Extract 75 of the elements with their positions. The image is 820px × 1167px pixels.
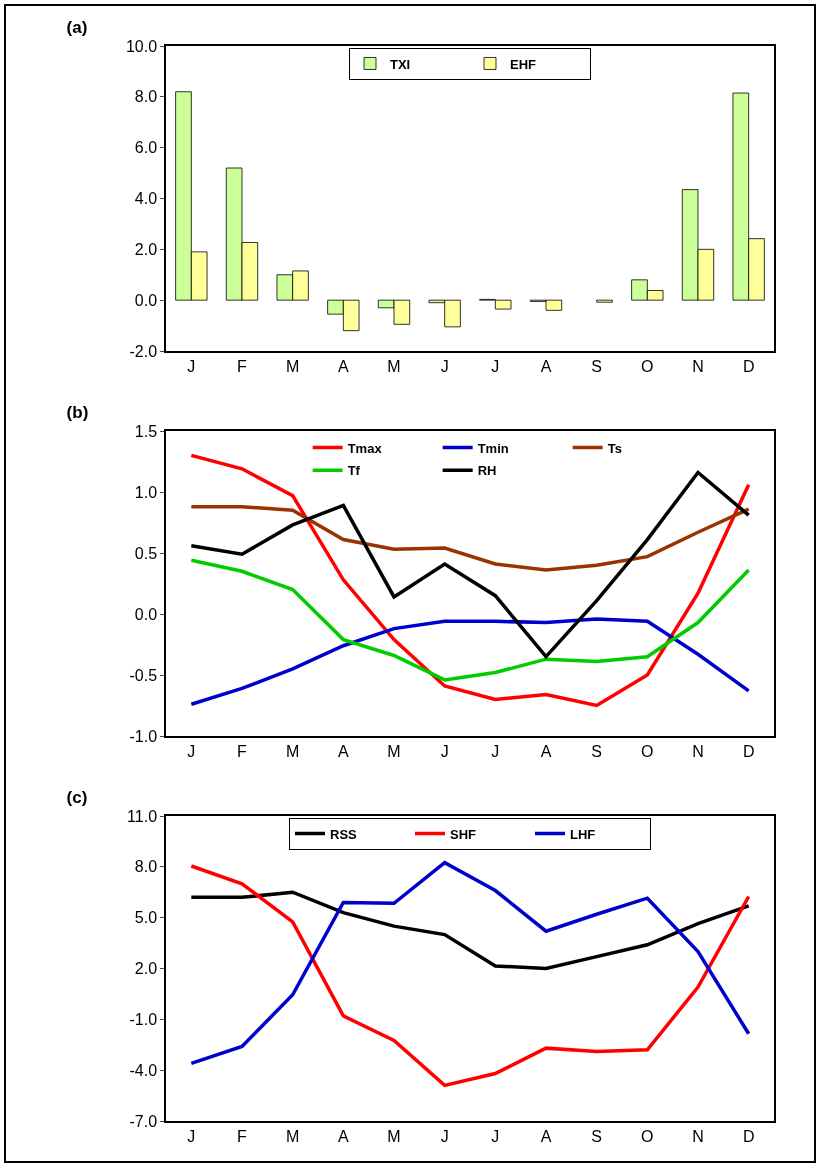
x-tick-label: J — [187, 742, 196, 760]
y-tick-label: 4.0 — [134, 190, 158, 208]
x-tick-label: A — [337, 742, 349, 760]
x-tick-label: J — [491, 742, 500, 760]
chart-title: (a) — [66, 18, 88, 38]
line-series — [189, 890, 751, 971]
x-tick-label: J — [187, 357, 196, 375]
line-series — [189, 617, 751, 707]
legend-label: RH — [477, 463, 497, 479]
legend-label: LHF — [570, 826, 596, 842]
line-series — [189, 504, 751, 572]
x-tick-label: M — [286, 742, 300, 760]
x-tick-label: M — [387, 357, 401, 375]
x-tick-label: D — [742, 357, 755, 375]
y-tick-label: 11.0 — [127, 807, 158, 825]
y-tick-label: 8.0 — [134, 858, 158, 876]
x-tick-label: M — [387, 1127, 401, 1145]
x-tick-label: J — [440, 357, 449, 375]
legend-label: SHF — [450, 826, 477, 842]
legend-label: Tf — [347, 463, 361, 479]
y-tick-label: 2.0 — [134, 960, 158, 978]
y-tick-label: -7.0 — [129, 1112, 158, 1130]
x-tick-label: A — [540, 357, 552, 375]
y-tick-label: -0.5 — [129, 666, 158, 684]
y-tick-label: -2.0 — [129, 342, 158, 360]
x-tick-label: F — [237, 742, 248, 760]
x-tick-label: F — [237, 357, 248, 375]
legend-label: EHF — [510, 56, 537, 72]
x-tick-label: S — [591, 1127, 603, 1145]
x-tick-label: M — [286, 357, 300, 375]
y-tick-label: 0.0 — [134, 605, 158, 623]
x-tick-label: A — [540, 742, 552, 760]
y-tick-label: 0.5 — [134, 544, 158, 562]
x-tick-label: O — [641, 1127, 654, 1145]
x-tick-label: J — [491, 357, 500, 375]
legend-label: RSS — [330, 826, 358, 842]
x-tick-label: J — [440, 1127, 449, 1145]
legend-label: TXI — [390, 56, 411, 72]
y-tick-label: -1.0 — [129, 727, 158, 745]
y-tick-label: -1.0 — [129, 1010, 158, 1028]
x-tick-label: A — [337, 357, 349, 375]
y-tick-label: 10.0 — [125, 37, 158, 55]
y-tick-label: 1.0 — [134, 483, 158, 501]
x-tick-label: J — [187, 1127, 196, 1145]
legend-label: Tmax — [347, 440, 383, 456]
x-tick-label: O — [641, 742, 654, 760]
x-tick-label: M — [387, 742, 401, 760]
x-tick-label: S — [591, 742, 603, 760]
x-tick-label: J — [440, 742, 449, 760]
x-tick-label: D — [742, 1127, 755, 1145]
y-tick-label: 6.0 — [134, 139, 158, 157]
chart-title: (c) — [66, 788, 88, 808]
line-series — [189, 453, 751, 708]
legend-label: Ts — [607, 440, 622, 456]
y-tick-label: 5.0 — [134, 909, 158, 927]
x-tick-label: A — [540, 1127, 552, 1145]
y-tick-label: 0.0 — [134, 291, 158, 309]
bar — [596, 299, 613, 303]
line-series — [189, 558, 751, 682]
chart-title: (b) — [66, 403, 89, 423]
x-tick-label: O — [641, 357, 654, 375]
x-tick-label: N — [692, 357, 704, 375]
x-tick-label: M — [286, 1127, 300, 1145]
x-tick-label: F — [237, 1127, 248, 1145]
x-tick-label: N — [692, 742, 704, 760]
y-tick-label: -4.0 — [129, 1061, 158, 1079]
y-tick-label: 1.5 — [134, 422, 158, 440]
x-tick-label: S — [591, 357, 603, 375]
x-tick-label: J — [491, 1127, 500, 1145]
x-tick-label: N — [692, 1127, 704, 1145]
x-tick-label: D — [742, 742, 755, 760]
legend-label: Tmin — [477, 440, 509, 456]
y-tick-label: 2.0 — [134, 240, 158, 258]
y-tick-label: 8.0 — [134, 88, 158, 106]
x-tick-label: A — [337, 1127, 349, 1145]
